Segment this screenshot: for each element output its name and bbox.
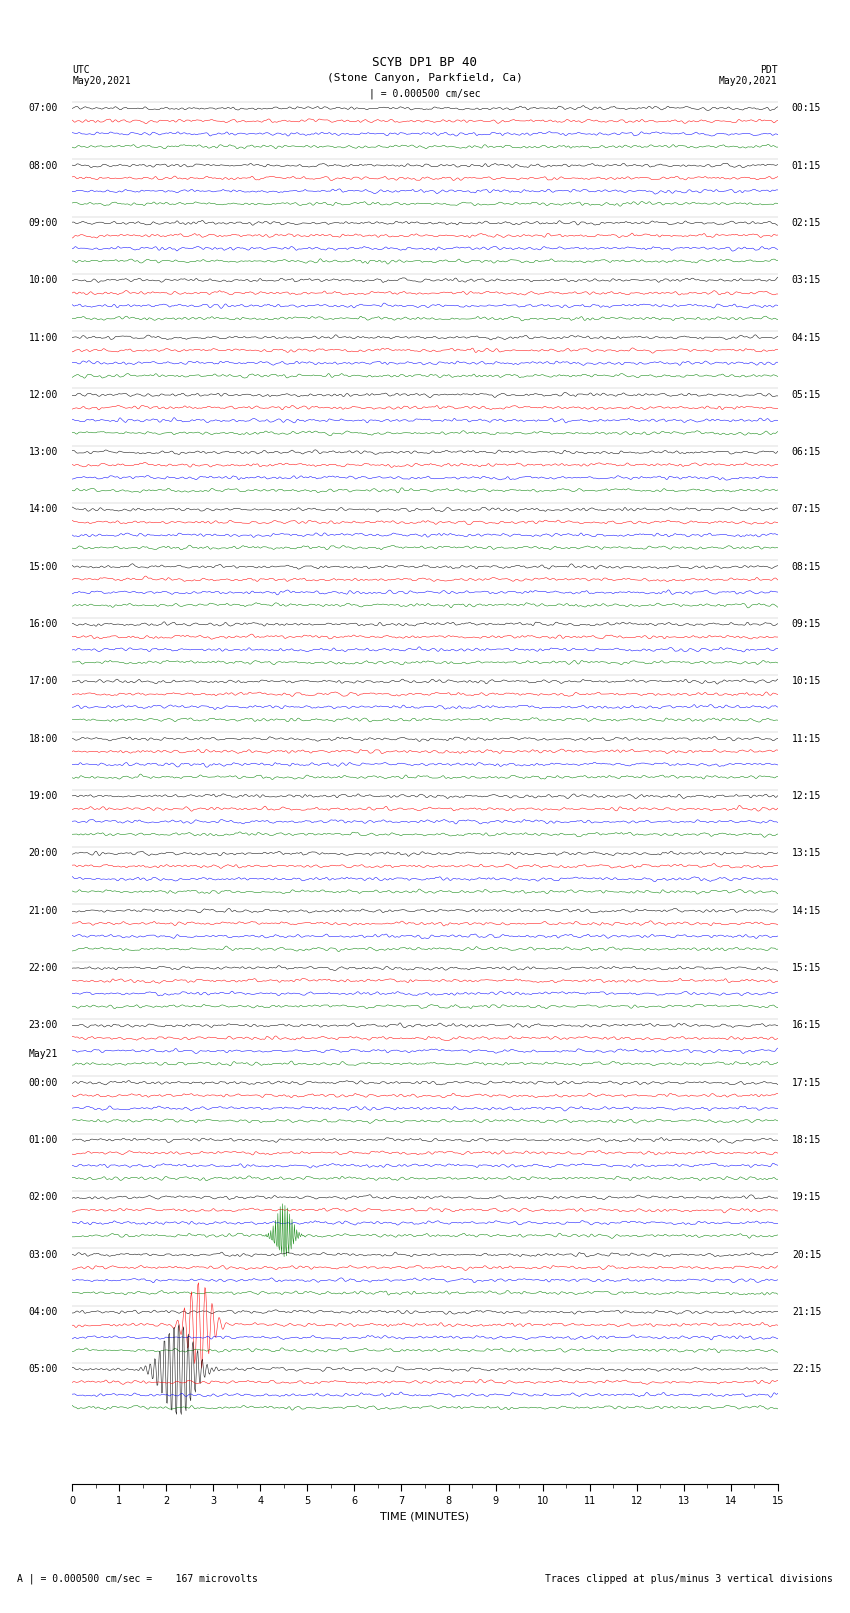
Text: 07:15: 07:15 (792, 505, 821, 515)
Text: 10:00: 10:00 (29, 276, 58, 286)
Text: 17:00: 17:00 (29, 676, 58, 687)
Text: 07:00: 07:00 (29, 103, 58, 113)
Text: 18:00: 18:00 (29, 734, 58, 744)
Text: 20:15: 20:15 (792, 1250, 821, 1260)
Text: 14:00: 14:00 (29, 505, 58, 515)
Text: 15:15: 15:15 (792, 963, 821, 973)
Text: 14:15: 14:15 (792, 907, 821, 916)
Text: 16:15: 16:15 (792, 1021, 821, 1031)
Text: 20:00: 20:00 (29, 848, 58, 858)
Text: May21: May21 (29, 1048, 58, 1060)
Text: 03:15: 03:15 (792, 276, 821, 286)
Text: 02:00: 02:00 (29, 1192, 58, 1202)
Text: PDT: PDT (760, 65, 778, 74)
Text: 00:15: 00:15 (792, 103, 821, 113)
Text: 11:15: 11:15 (792, 734, 821, 744)
Text: (Stone Canyon, Parkfield, Ca): (Stone Canyon, Parkfield, Ca) (327, 73, 523, 82)
Text: Traces clipped at plus/minus 3 vertical divisions: Traces clipped at plus/minus 3 vertical … (545, 1574, 833, 1584)
Text: 22:15: 22:15 (792, 1365, 821, 1374)
Text: 11:00: 11:00 (29, 332, 58, 342)
Text: 08:00: 08:00 (29, 161, 58, 171)
Text: 13:00: 13:00 (29, 447, 58, 456)
Text: 04:00: 04:00 (29, 1307, 58, 1316)
Text: 01:00: 01:00 (29, 1136, 58, 1145)
Text: 01:15: 01:15 (792, 161, 821, 171)
Text: 15:00: 15:00 (29, 561, 58, 573)
Text: 21:00: 21:00 (29, 907, 58, 916)
Text: 09:15: 09:15 (792, 619, 821, 629)
Text: 08:15: 08:15 (792, 561, 821, 573)
Text: | = 0.000500 cm/sec: | = 0.000500 cm/sec (369, 89, 481, 100)
Text: A | = 0.000500 cm/sec =    167 microvolts: A | = 0.000500 cm/sec = 167 microvolts (17, 1573, 258, 1584)
Text: 10:15: 10:15 (792, 676, 821, 687)
Text: 12:15: 12:15 (792, 790, 821, 802)
Text: May20,2021: May20,2021 (72, 76, 131, 85)
Text: 12:00: 12:00 (29, 390, 58, 400)
X-axis label: TIME (MINUTES): TIME (MINUTES) (381, 1511, 469, 1521)
Text: 02:15: 02:15 (792, 218, 821, 227)
Text: SCYB DP1 BP 40: SCYB DP1 BP 40 (372, 56, 478, 69)
Text: 00:00: 00:00 (29, 1077, 58, 1087)
Text: 23:00: 23:00 (29, 1021, 58, 1031)
Text: 09:00: 09:00 (29, 218, 58, 227)
Text: 19:15: 19:15 (792, 1192, 821, 1202)
Text: 19:00: 19:00 (29, 790, 58, 802)
Text: 21:15: 21:15 (792, 1307, 821, 1316)
Text: 05:15: 05:15 (792, 390, 821, 400)
Text: 22:00: 22:00 (29, 963, 58, 973)
Text: 06:15: 06:15 (792, 447, 821, 456)
Text: UTC: UTC (72, 65, 90, 74)
Text: 18:15: 18:15 (792, 1136, 821, 1145)
Text: 04:15: 04:15 (792, 332, 821, 342)
Text: 16:00: 16:00 (29, 619, 58, 629)
Text: 17:15: 17:15 (792, 1077, 821, 1087)
Text: 13:15: 13:15 (792, 848, 821, 858)
Text: 05:00: 05:00 (29, 1365, 58, 1374)
Text: 03:00: 03:00 (29, 1250, 58, 1260)
Text: May20,2021: May20,2021 (719, 76, 778, 85)
